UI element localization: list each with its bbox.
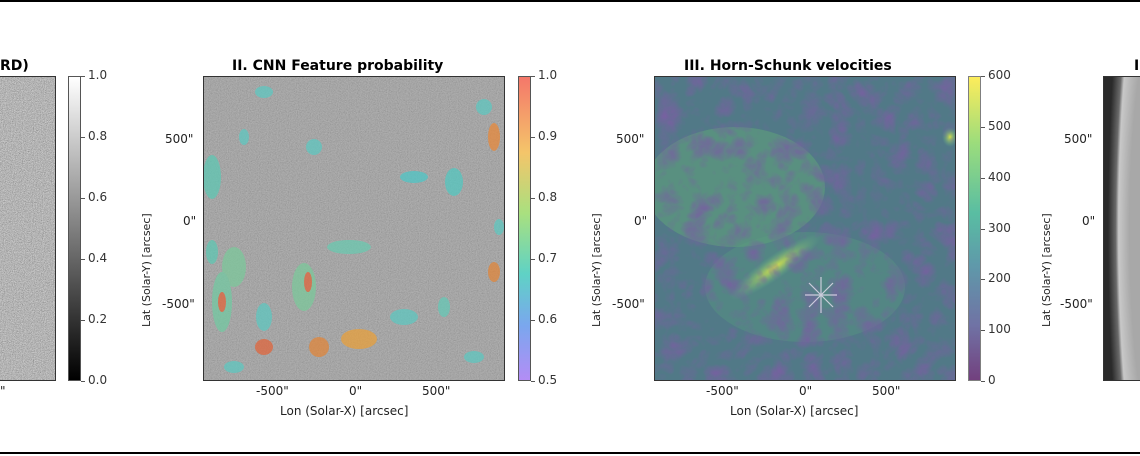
panel3-colorbar-ticklabel: 100 [988,322,1011,336]
panel2-image [203,76,505,381]
panel3-colorbar-tickmark [981,76,985,77]
panel2-colorbar-tickmark [531,259,535,260]
panel3-xtick-0: 0" [799,384,813,398]
panel3-ytick-neg500: -500" [612,297,645,311]
panel2-xtick-0: 0" [349,384,363,398]
panel1-colorbar-tickmark [81,198,85,199]
panel2-ytick-neg500: -500" [162,297,195,311]
panel3-colorbar-tickmark [981,127,985,128]
panel4-ylabel: Lat (Solar-Y) [arcsec] [1040,213,1053,327]
panel2-title: II. CNN Feature probability [232,58,444,74]
panel3-colorbar-ticklabel: 300 [988,221,1011,235]
panel1-colorbar-tickmark [81,76,85,77]
panel1-colorbar-tickmark [81,137,85,138]
panel1-colorbar-ticklabel: 0.0 [88,373,108,387]
panel3-xlabel: Lon (Solar-X) [arcsec] [730,404,859,418]
panel3-ytick-0: 0" [634,214,648,228]
panel4-image [1103,76,1140,381]
panel3-colorbar-tickmark [981,279,985,280]
panel1-title: RD) [0,58,29,74]
panel1-xtick: " [0,384,6,398]
panel2-colorbar-tickmark [531,381,535,382]
panel1-colorbar [68,76,81,381]
panel2-xtick-500: 500" [422,384,451,398]
panel2-colorbar-ticklabel: 0.6 [538,312,558,326]
panel2-colorbar-tickmark [531,137,535,138]
panel2-colorbar-tickmark [531,76,535,77]
panel1-colorbar-tickmark [81,259,85,260]
panel4-ytick-neg500: -500" [1060,297,1093,311]
panel2-colorbar-ticklabel: 0.9 [538,129,558,143]
panel3-title: III. Horn-Schunk velocities [684,58,892,74]
panel1-colorbar-ticklabel: 0.4 [88,251,108,265]
panel3-ytick-500: 500" [616,132,645,146]
panel2-ylabel: Lat (Solar-Y) [arcsec] [140,213,153,327]
panel1-colorbar-tickmark [81,381,85,382]
panel2-colorbar [518,76,531,381]
panel2-colorbar-tickmark [531,198,535,199]
panel4-title: I [1134,58,1140,74]
panel3-colorbar-ticklabel: 0 [988,373,996,387]
panel3-colorbar-tickmark [981,229,985,230]
panel3-colorbar-ticklabel: 400 [988,170,1011,184]
panel3-colorbar-tickmark [981,178,985,179]
panel3-image [654,76,956,381]
panel2-colorbar-ticklabel: 0.7 [538,251,558,265]
panel1-colorbar-ticklabel: 0.6 [88,190,108,204]
panel3-colorbar-tickmark [981,330,985,331]
panel2-ytick-0: 0" [183,214,197,228]
panel2-xtick-neg500: -500" [256,384,289,398]
panel2-colorbar-ticklabel: 1.0 [538,68,558,82]
panel1-colorbar-tickmark [81,320,85,321]
panel2-colorbar-ticklabel: 0.8 [538,190,558,204]
panel2-colorbar-tickmark [531,320,535,321]
panel3-colorbar-ticklabel: 200 [988,271,1011,285]
panel3-colorbar-ticklabel: 600 [988,68,1011,82]
panel4-ytick-500: 500" [1064,132,1093,146]
panel2-colorbar-ticklabel: 0.5 [538,373,558,387]
bottom-border [0,452,1140,454]
panel1-colorbar-ticklabel: 0.2 [88,312,108,326]
panel3-ylabel: Lat (Solar-Y) [arcsec] [590,213,603,327]
panel2-xlabel: Lon (Solar-X) [arcsec] [280,404,409,418]
panel3-colorbar-tickmark [981,381,985,382]
panel3-colorbar-ticklabel: 500 [988,119,1011,133]
top-border [0,0,1140,2]
panel3-colorbar [968,76,981,381]
panel4-ytick-0: 0" [1082,214,1096,228]
panel1-image [0,76,56,381]
panel1-colorbar-ticklabel: 1.0 [88,68,108,82]
panel1-colorbar-ticklabel: 0.8 [88,129,108,143]
panel3-xtick-500: 500" [872,384,901,398]
panel3-xtick-neg500: -500" [706,384,739,398]
panel2-ytick-500: 500" [165,132,194,146]
